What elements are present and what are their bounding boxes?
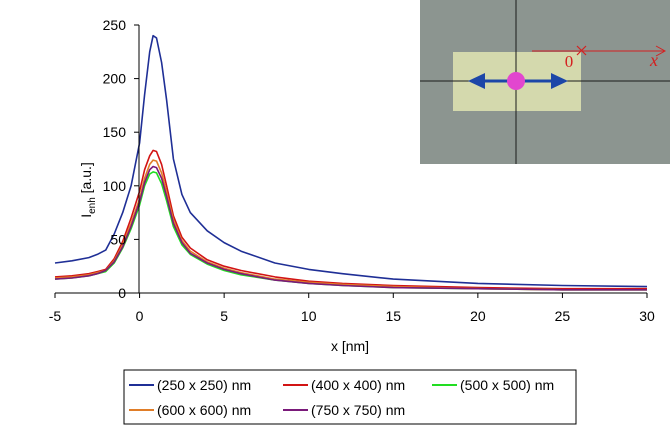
y-tick-label: 0 [118,285,126,301]
y-axis-title-sub: enh [87,197,98,214]
series-line-1 [54,34,648,288]
x-tick-label: 0 [136,308,144,324]
inset-x-axis-label: x [649,50,658,70]
series-line-2 [54,149,647,290]
y-axis-title: Ienh [a.u.] [78,162,98,218]
x-tick-label: 20 [470,308,486,324]
legend-label: (400 x 400) nm [311,377,405,393]
y-tick-label: 50 [110,231,126,247]
x-axis-title: x [nm] [331,338,369,354]
y-tick-label: 150 [103,124,127,140]
x-tick-label: 5 [220,308,228,324]
x-ticks: -5 0 5 10 15 20 25 30 [49,293,655,324]
x-tick-label: 25 [555,308,571,324]
y-tick-label: 200 [103,71,127,87]
y-axis-title-main: I [78,214,94,218]
x-tick-label: 30 [639,308,655,324]
inset-diagram: 0 x [420,0,670,164]
inset-origin-label: 0 [565,52,574,71]
inset-x-axis-arrowhead [655,45,667,57]
inset-dipole-arrowhead-right [551,73,568,89]
inset-particle [507,72,525,90]
legend-label: (750 x 750) nm [311,402,405,418]
inset-origin-mark-b [576,45,587,56]
series-group [54,34,648,291]
x-tick-label: -5 [49,308,62,324]
y-ticks: 0 50 100 150 200 250 [103,17,139,301]
legend-label: (600 x 600) nm [157,402,251,418]
y-axis-title-unit: [a.u.] [78,162,94,197]
inset-dipole-arrowhead-left [468,73,485,89]
x-tick-label: 10 [301,308,317,324]
x-tick-label: 15 [385,308,401,324]
legend-label: (500 x 500) nm [460,377,554,393]
legend: (250 x 250) nm (400 x 400) nm (500 x 500) … [129,377,554,418]
legend-label: (250 x 250) nm [157,377,251,393]
y-tick-label: 250 [103,17,127,33]
y-tick-label: 100 [103,178,127,194]
series-line-5 [54,165,647,291]
legend-box [123,369,577,425]
